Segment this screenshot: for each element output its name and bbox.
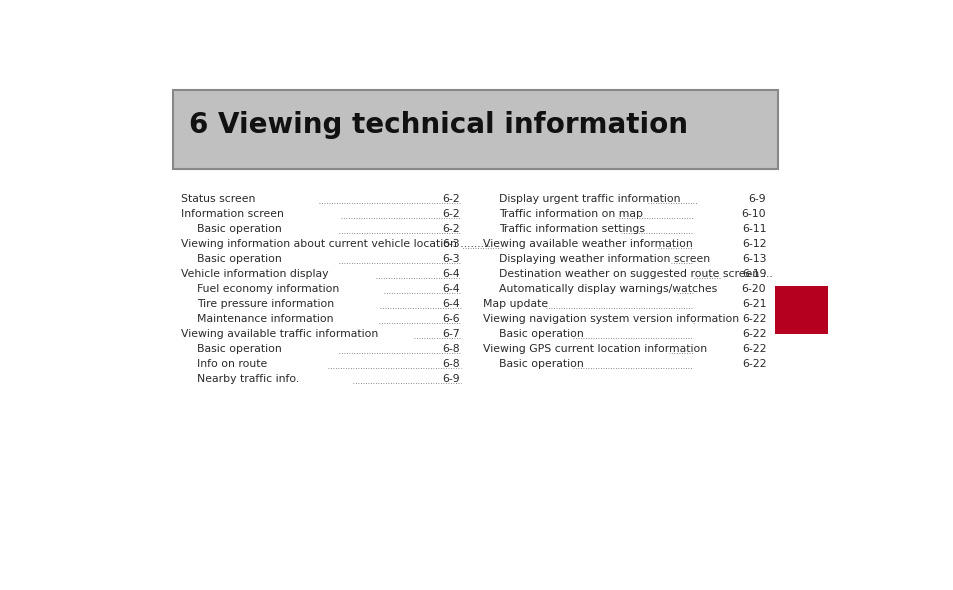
Text: Traffic information settings: Traffic information settings <box>498 224 644 234</box>
Text: Basic operation: Basic operation <box>196 224 281 234</box>
Text: Traffic information on map: Traffic information on map <box>498 209 642 219</box>
Text: Viewing navigation system version information: Viewing navigation system version inform… <box>483 314 739 324</box>
Text: 6-7: 6-7 <box>442 329 459 339</box>
Text: Fuel economy information: Fuel economy information <box>196 284 338 294</box>
Text: Basic operation: Basic operation <box>498 359 583 369</box>
Text: 6-9: 6-9 <box>748 194 765 204</box>
Text: Basic operation: Basic operation <box>196 254 281 264</box>
Text: Viewing information about current vehicle location .........: Viewing information about current vehicl… <box>181 239 491 249</box>
Text: Destination weather on suggested route screen ...: Destination weather on suggested route s… <box>498 269 772 279</box>
Text: Maintenance information: Maintenance information <box>196 314 333 324</box>
Text: 6-2: 6-2 <box>442 194 459 204</box>
Text: 6-21: 6-21 <box>741 299 765 309</box>
Text: Status screen: Status screen <box>181 194 255 204</box>
Text: Viewing available traffic information: Viewing available traffic information <box>181 329 378 339</box>
Text: 6 Viewing technical information: 6 Viewing technical information <box>189 112 687 139</box>
Text: Viewing available weather information: Viewing available weather information <box>483 239 693 249</box>
Text: 6-12: 6-12 <box>741 239 765 249</box>
Text: 6-19: 6-19 <box>741 269 765 279</box>
Bar <box>173 90 778 169</box>
Text: 6-6: 6-6 <box>442 314 459 324</box>
Text: Tire pressure information: Tire pressure information <box>196 299 334 309</box>
Text: Map update: Map update <box>483 299 548 309</box>
Text: 6-13: 6-13 <box>741 254 765 264</box>
Text: Displaying weather information screen: Displaying weather information screen <box>498 254 709 264</box>
Text: 6-22: 6-22 <box>741 314 765 324</box>
Text: 6-10: 6-10 <box>741 209 765 219</box>
Text: 6-9: 6-9 <box>442 374 459 384</box>
Text: 6-4: 6-4 <box>442 269 459 279</box>
Text: Viewing GPS current location information: Viewing GPS current location information <box>483 344 707 354</box>
Text: Basic operation: Basic operation <box>196 344 281 354</box>
Text: 6-22: 6-22 <box>741 359 765 369</box>
Text: 6-3: 6-3 <box>442 254 459 264</box>
Text: 6-11: 6-11 <box>741 224 765 234</box>
Text: Vehicle information display: Vehicle information display <box>181 269 329 279</box>
Text: 6-2: 6-2 <box>442 209 459 219</box>
Text: Info on route: Info on route <box>196 359 267 369</box>
Text: 6-4: 6-4 <box>442 299 459 309</box>
Text: 6-8: 6-8 <box>442 359 459 369</box>
Text: 6-22: 6-22 <box>741 344 765 354</box>
Text: 6-2: 6-2 <box>442 224 459 234</box>
Text: 6-3: 6-3 <box>442 239 459 249</box>
Text: Information screen: Information screen <box>181 209 284 219</box>
Text: 6-4: 6-4 <box>442 284 459 294</box>
Text: 6-8: 6-8 <box>442 344 459 354</box>
Text: Display urgent traffic information: Display urgent traffic information <box>498 194 679 204</box>
Text: Nearby traffic info.: Nearby traffic info. <box>196 374 298 384</box>
Bar <box>774 286 827 334</box>
Text: 6-20: 6-20 <box>741 284 765 294</box>
Text: Basic operation: Basic operation <box>498 329 583 339</box>
Text: Automatically display warnings/watches: Automatically display warnings/watches <box>498 284 717 294</box>
Text: 6-22: 6-22 <box>741 329 765 339</box>
